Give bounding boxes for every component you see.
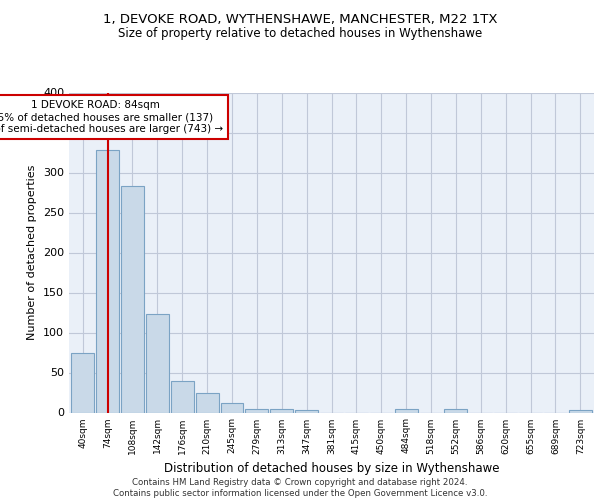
Bar <box>245 408 268 412</box>
Bar <box>171 382 194 412</box>
Bar <box>295 410 318 412</box>
Bar <box>395 408 418 412</box>
Text: 1, DEVOKE ROAD, WYTHENSHAWE, MANCHESTER, M22 1TX: 1, DEVOKE ROAD, WYTHENSHAWE, MANCHESTER,… <box>103 12 497 26</box>
Bar <box>445 410 467 412</box>
Bar <box>96 150 119 412</box>
Bar <box>121 186 144 412</box>
Text: Contains HM Land Registry data © Crown copyright and database right 2024.
Contai: Contains HM Land Registry data © Crown c… <box>113 478 487 498</box>
Bar <box>71 352 94 412</box>
Bar <box>221 403 244 412</box>
Bar <box>146 314 169 412</box>
Bar <box>270 408 293 412</box>
Text: Size of property relative to detached houses in Wythenshawe: Size of property relative to detached ho… <box>118 28 482 40</box>
Text: 1 DEVOKE ROAD: 84sqm
← 15% of detached houses are smaller (137)
84% of semi-deta: 1 DEVOKE ROAD: 84sqm ← 15% of detached h… <box>0 100 223 134</box>
Bar <box>196 394 218 412</box>
Bar <box>569 410 592 412</box>
Y-axis label: Number of detached properties: Number of detached properties <box>28 165 37 340</box>
X-axis label: Distribution of detached houses by size in Wythenshawe: Distribution of detached houses by size … <box>164 462 499 475</box>
